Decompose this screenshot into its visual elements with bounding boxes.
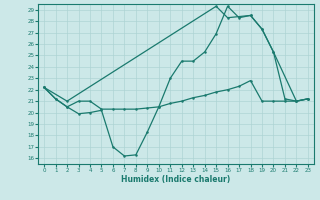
X-axis label: Humidex (Indice chaleur): Humidex (Indice chaleur) [121, 175, 231, 184]
